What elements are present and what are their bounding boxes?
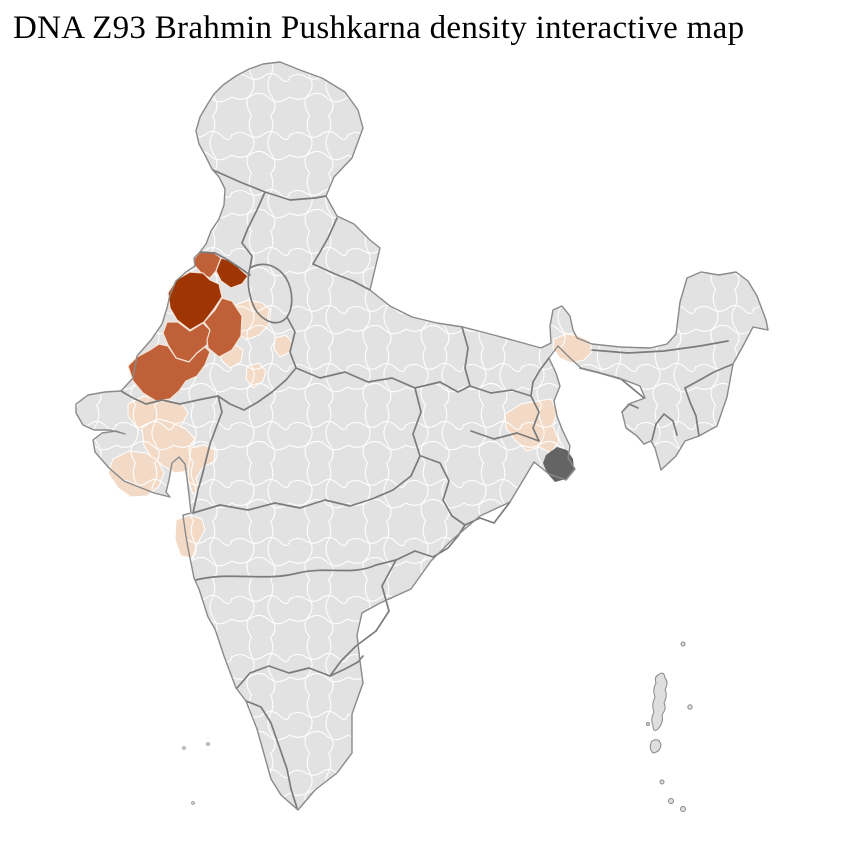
district-core-big bbox=[167, 271, 223, 331]
andaman-main-island bbox=[651, 672, 668, 731]
district-churu bbox=[203, 297, 243, 358]
island-dot bbox=[680, 806, 686, 812]
island-dot bbox=[687, 704, 693, 710]
lakshadweep-islands bbox=[182, 742, 210, 805]
island-dot bbox=[680, 641, 686, 647]
high-density-districts[interactable] bbox=[167, 257, 249, 331]
page-title: DNA Z93 Brahmin Pushkarna density intera… bbox=[13, 10, 745, 46]
district-texture bbox=[76, 62, 768, 810]
island-dot bbox=[659, 779, 665, 785]
sundarbans-area[interactable] bbox=[543, 447, 574, 482]
island-dot bbox=[191, 801, 195, 805]
island-dot bbox=[206, 742, 210, 746]
island-dot bbox=[646, 722, 650, 726]
india-outline bbox=[75, 61, 769, 811]
island-dot bbox=[668, 798, 674, 804]
island-dot bbox=[182, 746, 186, 750]
andaman-nicobar-islands bbox=[646, 641, 693, 812]
medium-density-districts[interactable] bbox=[127, 251, 243, 402]
little-andaman-island bbox=[649, 739, 662, 754]
